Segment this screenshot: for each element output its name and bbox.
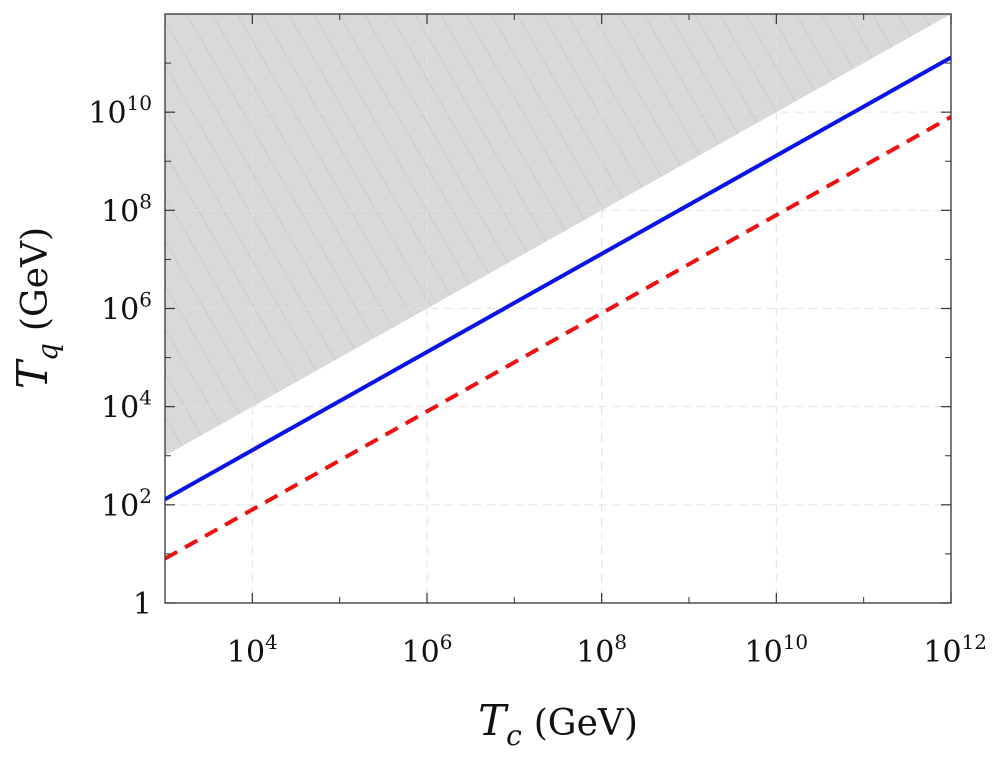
y-tick-label: 108 (101, 189, 152, 229)
y-axis-title: Tq(GeV) (8, 227, 64, 389)
x-tick-label: 1010 (745, 630, 809, 670)
solid-series-line (165, 55, 951, 501)
x-tick-label: 1012 (923, 630, 987, 670)
x-tick-label: 104 (227, 630, 278, 670)
x-axis-title: Tc (GeV) (478, 696, 638, 752)
y-tick-label: 102 (101, 484, 152, 524)
series-group (165, 55, 951, 561)
plot-area (164, 13, 952, 604)
dashed-series-line (165, 115, 951, 561)
x-tick-labels: 104 106 108 1010 1012 (227, 630, 987, 670)
excluded-region-hatch (165, 14, 951, 456)
y-tick-labels: 1 102 104 106 108 1010 (88, 91, 152, 622)
y-tick-label: 106 (101, 288, 152, 328)
x-tick-label: 108 (576, 630, 627, 670)
y-tick-label: 104 (101, 386, 152, 426)
y-tick-label: 1010 (88, 91, 152, 131)
x-tick-label: 106 (402, 630, 453, 670)
y-tick-label: 1 (133, 587, 152, 622)
excluded-region (165, 14, 951, 456)
plot-frame (164, 13, 952, 604)
